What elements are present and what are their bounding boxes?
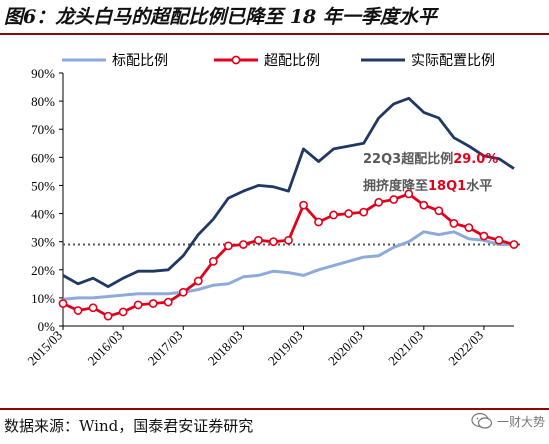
- annotation-crowding: 拥挤度降至18Q1水平: [363, 178, 492, 194]
- series-marker-2: [464, 223, 474, 233]
- x-tick-label: 2020/03: [325, 328, 366, 369]
- series-marker-2: [509, 240, 519, 249]
- y-tick-label: 30%: [31, 235, 55, 250]
- series-marker-2: [133, 300, 143, 310]
- annotation-overweight-part: 29.0%: [453, 152, 498, 167]
- series-marker-2: [208, 256, 218, 266]
- series-line-1: [62, 230, 514, 301]
- series-marker-2: [238, 240, 248, 249]
- watermark-text: 一财大势: [496, 414, 545, 429]
- series-marker-2: [269, 237, 278, 247]
- annotation-crowding-part: 拥挤度降至: [363, 178, 428, 194]
- series-marker-2: [404, 189, 414, 199]
- series-marker-2: [178, 287, 188, 297]
- annotation-overweight-part: 22Q3超配比例: [363, 151, 453, 167]
- series-marker-2: [73, 306, 83, 315]
- wechat-icon: [471, 412, 493, 429]
- series-marker-2: [419, 200, 429, 210]
- x-tick-label: 2021/03: [385, 328, 426, 369]
- series-marker-2: [434, 206, 444, 216]
- y-tick-label: 90%: [31, 66, 55, 81]
- legend-label-2: 超配比例: [264, 53, 320, 69]
- series-marker-2: [374, 197, 384, 207]
- series-marker-2: [299, 200, 308, 210]
- source-rule: [0, 408, 549, 410]
- series-marker-2: [329, 210, 338, 220]
- figure-title: 图6：龙头白马的超配比例已降至 18 年一季度水平: [4, 6, 437, 28]
- series-marker-2: [88, 303, 98, 313]
- series-marker-2: [58, 299, 68, 308]
- y-tick-label: 40%: [31, 207, 55, 222]
- x-tick-label: 2019/03: [265, 328, 306, 369]
- y-tick-label: 70%: [31, 122, 55, 137]
- series-marker-2: [494, 235, 504, 245]
- legend-label-1: 标配比例: [112, 53, 168, 69]
- y-tick-label: 80%: [31, 94, 55, 109]
- y-tick-label: 10%: [31, 291, 55, 306]
- series-marker-2: [193, 276, 203, 286]
- series-line-2: [62, 192, 515, 318]
- annotation-overweight: 22Q3超配比例29.0%: [363, 151, 498, 167]
- y-tick-label: 20%: [31, 263, 55, 278]
- x-tick-label: 2018/03: [205, 328, 246, 369]
- series-marker-2: [359, 207, 369, 217]
- series-marker-2: [479, 231, 489, 241]
- x-tick-label: 2022/03: [445, 328, 486, 369]
- series-marker-2: [344, 209, 354, 218]
- watermark: 一财大势: [471, 412, 545, 430]
- series-marker-2: [314, 217, 323, 227]
- y-tick-label: 0%: [38, 319, 56, 334]
- series-marker-2: [148, 299, 158, 308]
- x-tick-label: 2016/03: [85, 328, 126, 369]
- series-line-3: [62, 96, 515, 289]
- series-marker-2: [284, 235, 293, 245]
- series-marker-2: [254, 235, 263, 245]
- x-tick-label: 2017/03: [145, 328, 186, 369]
- line-chart: 0%10%20%30%40%50%60%70%80%90%2015/03 2016…: [24, 53, 522, 369]
- series-marker-2: [163, 297, 173, 307]
- annotation-crowding-part: 18Q1: [428, 179, 466, 194]
- series-marker-2: [103, 311, 113, 321]
- y-tick-label: 60%: [31, 150, 55, 165]
- title-rule: [0, 33, 549, 35]
- annotation-crowding-part: 水平: [466, 178, 492, 194]
- series-marker-2: [118, 307, 128, 317]
- series-marker-2: [449, 218, 459, 228]
- series-marker-2: [389, 195, 399, 204]
- legend-label-3: 实际配置比例: [411, 53, 495, 69]
- y-tick-label: 50%: [31, 178, 55, 193]
- source-note: 数据来源：Wind，国泰君安证券研究: [4, 417, 254, 435]
- series-marker-2: [223, 241, 233, 251]
- legend-marker-2: [231, 55, 241, 65]
